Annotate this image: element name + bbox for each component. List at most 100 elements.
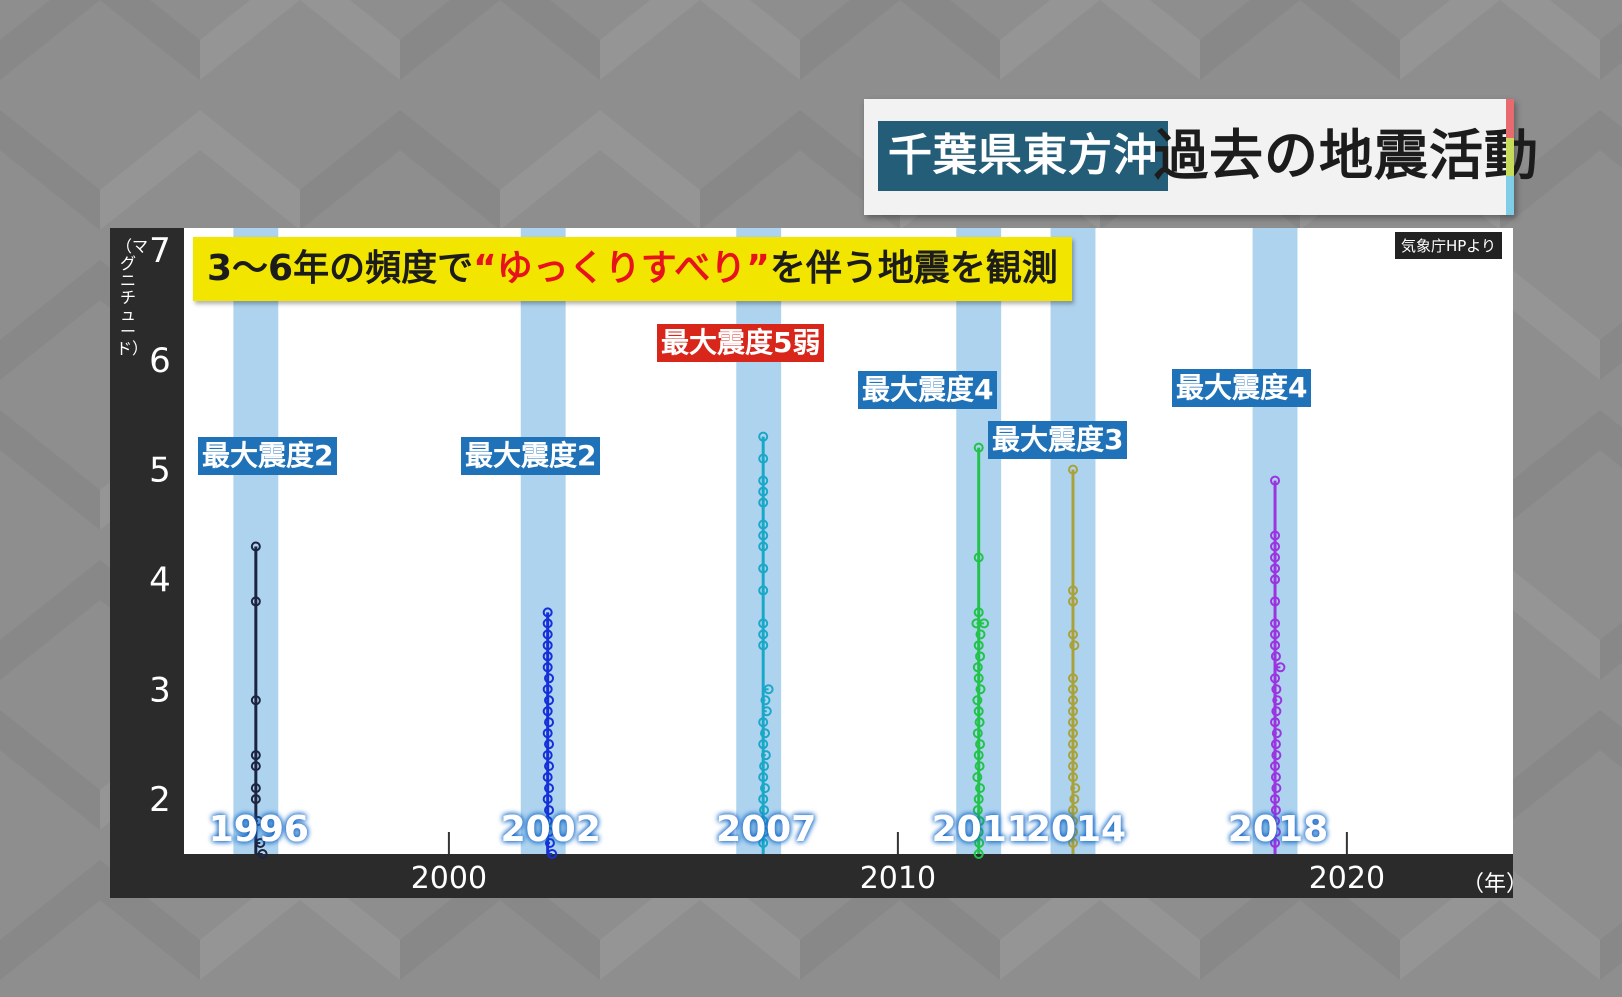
year-label-2002: 2002 <box>501 809 601 850</box>
data-point <box>974 717 985 728</box>
background-chevron <box>0 410 100 530</box>
data-point <box>1067 761 1078 772</box>
data-point <box>973 750 984 761</box>
background-chevron <box>1500 110 1622 230</box>
data-point <box>250 541 261 552</box>
data-point <box>972 805 983 816</box>
data-point <box>250 596 261 607</box>
background-chevron <box>600 0 800 80</box>
data-point <box>758 717 769 728</box>
data-point <box>542 750 553 761</box>
data-point <box>975 629 986 640</box>
background-chevron <box>1600 322 1622 380</box>
headline-banner: 3〜6年の頻度で“ゆっくりすべり”を伴う地震を観測 <box>193 237 1072 301</box>
data-point <box>974 838 985 849</box>
data-point <box>758 475 769 486</box>
data-point <box>973 706 984 717</box>
data-point <box>973 442 984 453</box>
intensity-badge-1996: 最大震度2 <box>198 437 338 475</box>
stripe-red <box>1506 99 1514 138</box>
data-point <box>758 541 769 552</box>
data-point <box>1275 662 1286 673</box>
data-point <box>1069 640 1080 651</box>
data-point <box>1067 827 1078 838</box>
data-point <box>974 761 985 772</box>
data-point <box>1067 684 1078 695</box>
data-point <box>257 849 268 859</box>
data-point <box>975 783 986 794</box>
y-tick-label: 3 <box>149 670 171 710</box>
data-point <box>544 717 555 728</box>
series-2011 <box>971 442 990 859</box>
data-point <box>1069 794 1080 805</box>
data-point <box>250 761 261 772</box>
y-tick-label: 4 <box>149 560 171 600</box>
y-axis-unit: （マグニチュード） <box>116 237 149 358</box>
data-point <box>761 706 772 717</box>
data-point <box>1067 805 1078 816</box>
data-point <box>542 816 553 827</box>
data-point <box>1067 585 1078 596</box>
headline-suffix: を伴う地震を観測 <box>769 248 1058 289</box>
data-point <box>1271 706 1282 717</box>
x-tick-label: 2020 <box>1309 861 1385 896</box>
background-chevron <box>0 0 200 80</box>
data-point <box>973 607 984 618</box>
data-point <box>1067 739 1078 750</box>
data-point <box>758 739 769 750</box>
intensity-badge-2007: 最大震度5弱 <box>657 324 825 362</box>
series-2002 <box>542 607 558 859</box>
data-point <box>758 794 769 805</box>
y-tick-label: 5 <box>149 451 171 491</box>
data-point <box>758 816 769 827</box>
intensity-badge-2011: 最大震度4 <box>858 371 998 409</box>
data-point <box>1272 695 1283 706</box>
background-chevron <box>200 0 400 80</box>
data-point <box>1270 805 1281 816</box>
data-point <box>255 838 266 849</box>
data-point <box>542 728 553 739</box>
chart-frame: 2 3 4 5 6 7 2000 2010 2020 1996 2002 2007 2011 2014 20… <box>110 228 1513 898</box>
data-point <box>1270 761 1281 772</box>
data-point <box>758 530 769 541</box>
data-point <box>250 750 261 761</box>
data-point <box>544 838 555 849</box>
data-point <box>972 728 983 739</box>
data-point <box>758 772 769 783</box>
background-chevron <box>1600 22 1622 80</box>
series-2007 <box>758 431 774 854</box>
data-point <box>759 761 770 772</box>
data-point <box>1067 673 1078 684</box>
data-point <box>758 453 769 464</box>
data-point <box>973 794 984 805</box>
data-point <box>763 684 774 695</box>
data-point <box>1270 618 1281 629</box>
data-point <box>542 684 553 695</box>
data-point <box>1271 750 1282 761</box>
data-point <box>975 739 986 750</box>
background-chevron <box>700 110 900 230</box>
data-point <box>973 827 984 838</box>
stripe-green <box>1506 137 1514 177</box>
activity-band <box>736 228 782 854</box>
data-point <box>542 618 553 629</box>
data-point <box>544 695 555 706</box>
data-point <box>759 805 770 816</box>
data-point <box>1067 596 1078 607</box>
x-tick-label: 2010 <box>860 861 936 896</box>
title-main: 過去の地震活動 <box>1154 124 1539 187</box>
data-point <box>1270 552 1281 563</box>
intensity-badge-2014: 最大震度3 <box>988 421 1128 459</box>
data-point <box>544 761 555 772</box>
data-point <box>1271 684 1282 695</box>
data-point <box>975 684 986 695</box>
year-label-2007: 2007 <box>716 809 816 850</box>
data-point <box>542 706 553 717</box>
data-point <box>759 728 770 739</box>
data-point <box>544 805 555 816</box>
data-point <box>1270 530 1281 541</box>
data-point <box>547 849 558 859</box>
y-tick-label: 2 <box>149 780 171 820</box>
data-point <box>1067 816 1078 827</box>
